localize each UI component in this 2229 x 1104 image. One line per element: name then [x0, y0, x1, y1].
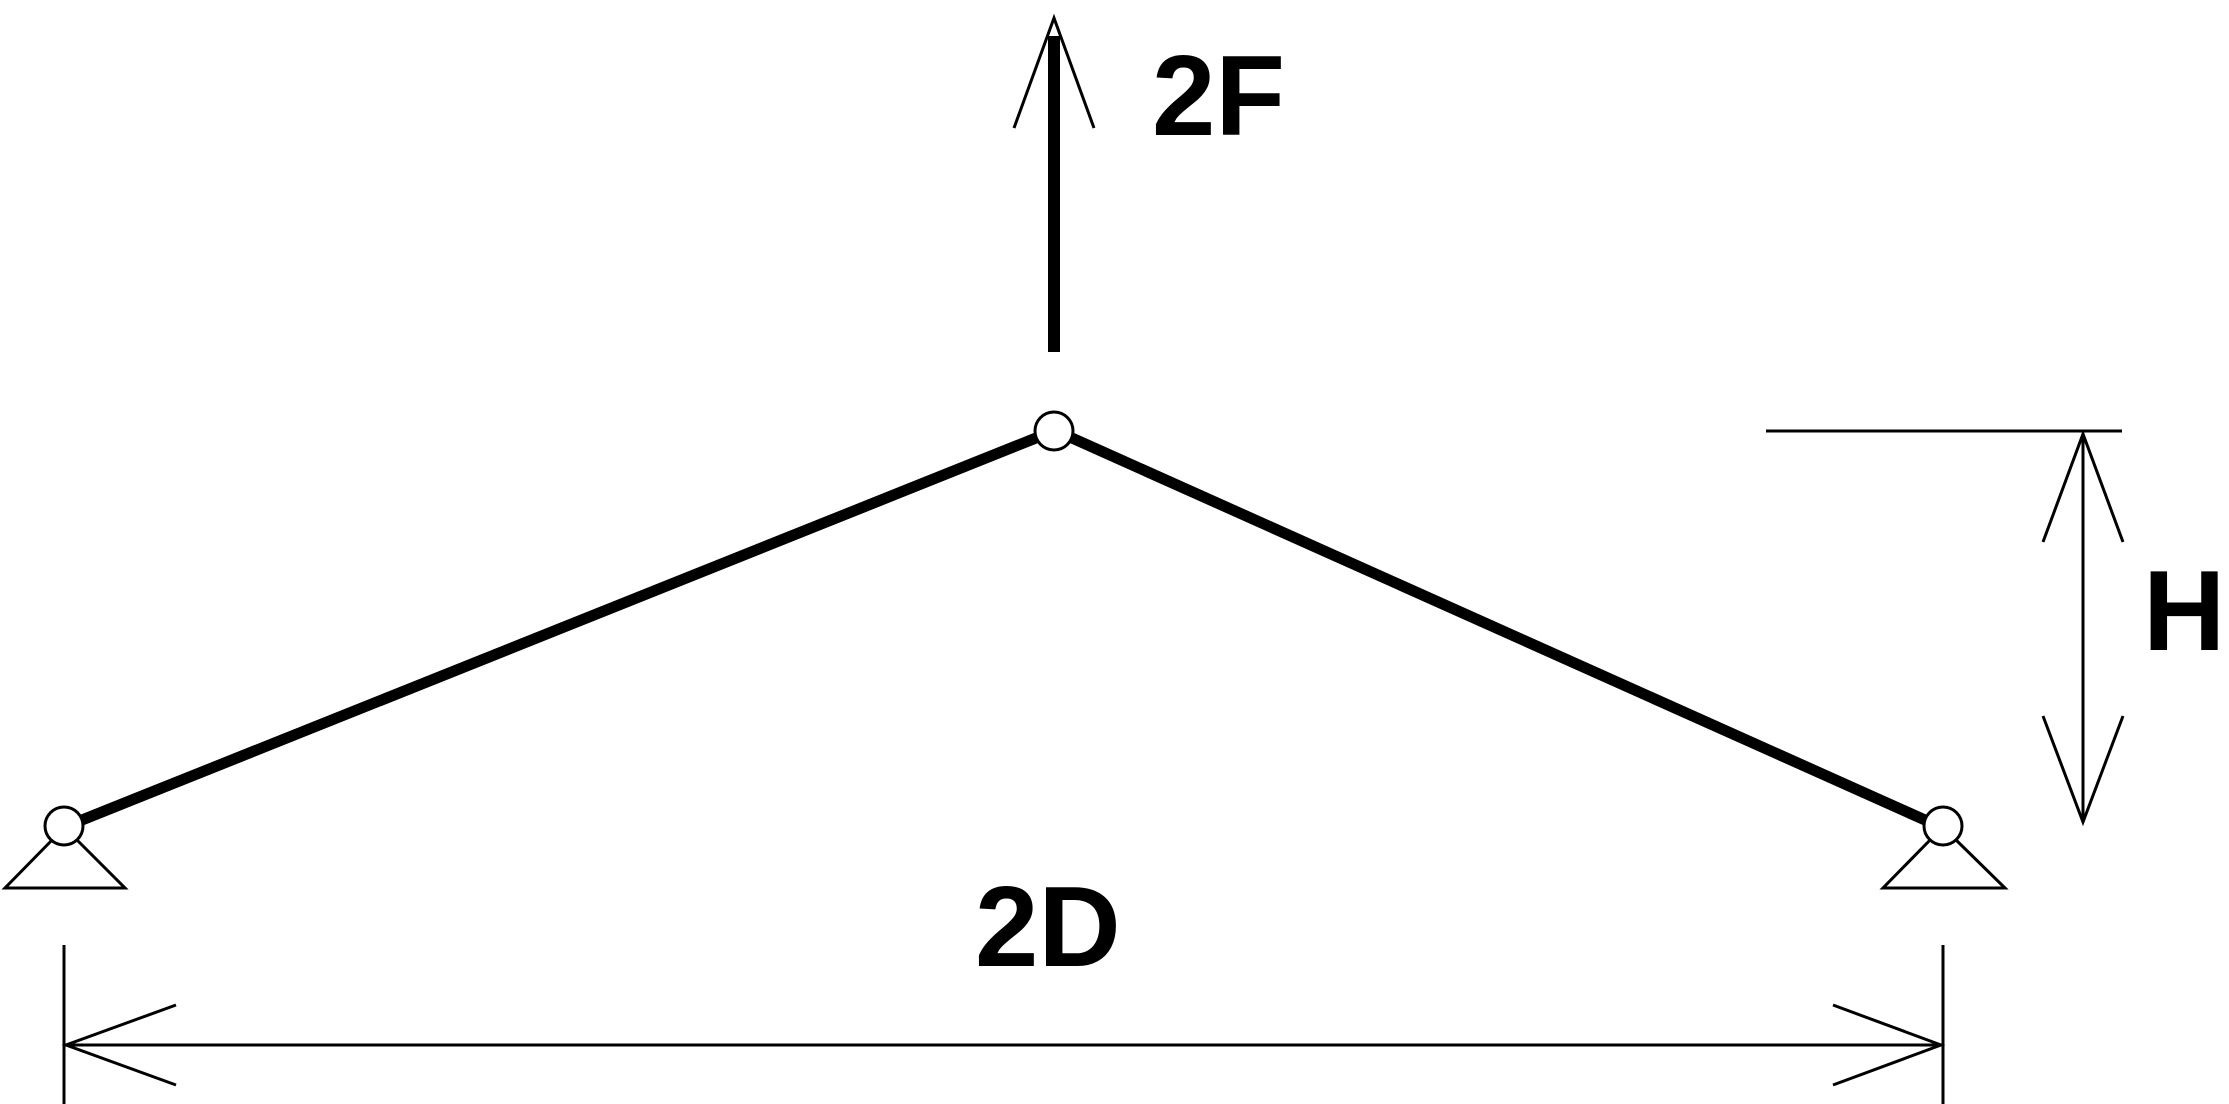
span-dimension	[61, 945, 1946, 1104]
top-hinge	[1033, 410, 1075, 452]
force-label: 2F	[1152, 33, 1285, 160]
force-arrow	[1012, 13, 1096, 352]
height-label: H	[2143, 548, 2225, 675]
span-label: 2D	[975, 864, 1121, 991]
height-dimension	[1766, 429, 2125, 827]
right-pin-support	[1879, 805, 2009, 890]
left-member	[79, 432, 1039, 826]
left-pin-support	[1, 805, 129, 890]
right-member	[1069, 432, 1928, 826]
